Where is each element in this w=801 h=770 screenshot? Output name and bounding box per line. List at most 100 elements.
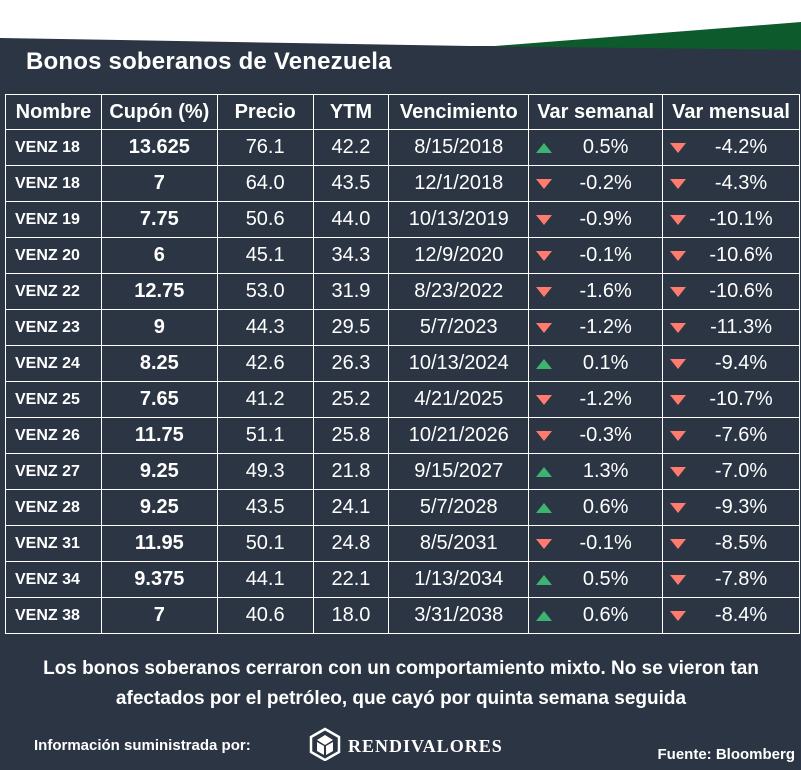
- triangle-down-icon: [663, 214, 693, 225]
- col-header-var-mensual: Var mensual: [662, 94, 800, 130]
- cell-maturity: 3/31/2038: [388, 597, 530, 634]
- cell-price: 44.3: [216, 309, 314, 346]
- triangle-down-icon: [529, 250, 559, 261]
- cell-name: VENZ 19: [5, 201, 102, 238]
- table-row: VENZ 34 9.375 44.1 22.1 1/13/2034 0.5% -7.8%: [5, 561, 800, 598]
- cell-weekly: 0.5%: [528, 561, 664, 598]
- triangle-down-icon: [663, 466, 693, 477]
- cell-price: 41.2: [216, 381, 314, 418]
- cell-ytm: 29.5: [312, 309, 390, 346]
- summary-note-line-1: Los bonos soberanos cerraron con un comp…: [43, 658, 759, 679]
- cell-coupon: 8.25: [100, 345, 218, 382]
- cell-name: VENZ 25: [5, 381, 102, 418]
- triangle-down-icon: [663, 178, 693, 189]
- triangle-down-icon: [529, 178, 559, 189]
- cell-monthly: -8.4%: [662, 597, 800, 634]
- cell-monthly: -8.5%: [662, 525, 800, 562]
- monthly-value: -4.3%: [714, 172, 768, 194]
- cell-coupon: 13.625: [100, 129, 218, 166]
- triangle-down-icon: [529, 286, 559, 297]
- monthly-value: -7.6%: [714, 424, 768, 446]
- cell-price: 49.3: [216, 453, 314, 490]
- cell-name: VENZ 18: [5, 129, 102, 166]
- table-body: VENZ 18 13.625 76.1 42.2 8/15/2018 0.5% -4.2% V…: [5, 129, 800, 634]
- monthly-value: -8.5%: [714, 532, 768, 554]
- cell-weekly: 0.5%: [528, 129, 664, 166]
- cell-ytm: 24.8: [312, 525, 390, 562]
- page-title: Bonos soberanos de Venezuela: [26, 48, 392, 75]
- cell-monthly: -10.6%: [662, 237, 800, 274]
- cell-ytm: 25.2: [312, 381, 390, 418]
- cell-monthly: -4.2%: [662, 129, 800, 166]
- table-row: VENZ 23 9 44.3 29.5 5/7/2023 -1.2% -11.3%: [5, 309, 800, 346]
- triangle-down-icon: [663, 394, 693, 405]
- cell-name: VENZ 27: [5, 453, 102, 490]
- cell-coupon: 7.75: [100, 201, 218, 238]
- provided-by-label: Información suministrada por:: [34, 737, 251, 754]
- cell-maturity: 4/21/2025: [388, 381, 530, 418]
- cell-price: 50.6: [216, 201, 314, 238]
- cell-ytm: 44.0: [312, 201, 390, 238]
- cell-weekly: 0.6%: [528, 597, 664, 634]
- cell-coupon: 9.25: [100, 453, 218, 490]
- triangle-down-icon: [529, 394, 559, 405]
- monthly-value: -9.3%: [714, 496, 768, 518]
- weekly-value: 0.6%: [582, 604, 629, 626]
- triangle-down-icon: [663, 250, 693, 261]
- cell-monthly: -9.4%: [662, 345, 800, 382]
- cell-maturity: 1/13/2034: [388, 561, 530, 598]
- monthly-value: -10.7%: [709, 388, 773, 410]
- triangle-down-icon: [663, 430, 693, 441]
- triangle-down-icon: [529, 214, 559, 225]
- cell-price: 45.1: [216, 237, 314, 274]
- cell-weekly: 0.6%: [528, 489, 664, 526]
- cell-weekly: -1.2%: [528, 381, 664, 418]
- cell-price: 40.6: [216, 597, 314, 634]
- weekly-value: 0.5%: [582, 568, 629, 590]
- weekly-value: 0.5%: [582, 136, 629, 158]
- table-row: VENZ 18 13.625 76.1 42.2 8/15/2018 0.5% -4.2%: [5, 129, 800, 166]
- cell-weekly: -0.1%: [528, 525, 664, 562]
- cell-monthly: -7.8%: [662, 561, 800, 598]
- cell-name: VENZ 24: [5, 345, 102, 382]
- triangle-down-icon: [663, 502, 693, 513]
- cell-ytm: 25.8: [312, 417, 390, 454]
- triangle-up-icon: [529, 466, 559, 477]
- cell-ytm: 26.3: [312, 345, 390, 382]
- cell-maturity: 10/13/2019: [388, 201, 530, 238]
- table-row: VENZ 26 11.75 51.1 25.8 10/21/2026 -0.3% -7.6%: [5, 417, 800, 454]
- weekly-value: -1.6%: [579, 280, 632, 302]
- cell-price: 76.1: [216, 129, 314, 166]
- triangle-up-icon: [529, 358, 559, 369]
- table-row: VENZ 19 7.75 50.6 44.0 10/13/2019 -0.9% -10.1%: [5, 201, 800, 238]
- weekly-value: -0.9%: [579, 208, 632, 230]
- cell-maturity: 12/1/2018: [388, 165, 530, 202]
- triangle-down-icon: [529, 322, 559, 333]
- triangle-down-icon: [529, 538, 559, 549]
- cell-coupon: 12.75: [100, 273, 218, 310]
- cell-monthly: -10.6%: [662, 273, 800, 310]
- cell-price: 64.0: [216, 165, 314, 202]
- cell-price: 44.1: [216, 561, 314, 598]
- cell-maturity: 8/23/2022: [388, 273, 530, 310]
- monthly-value: -7.0%: [714, 460, 768, 482]
- col-header-nombre: Nombre: [5, 94, 102, 130]
- monthly-value: -10.1%: [709, 208, 773, 230]
- cell-coupon: 7.65: [100, 381, 218, 418]
- cell-monthly: -10.1%: [662, 201, 800, 238]
- cell-coupon: 6: [100, 237, 218, 274]
- monthly-value: -10.6%: [709, 280, 773, 302]
- table-header-row: Nombre Cupón (%) Precio YTM Vencimiento …: [5, 94, 800, 130]
- cell-coupon: 7: [100, 165, 218, 202]
- cell-ytm: 21.8: [312, 453, 390, 490]
- cell-maturity: 12/9/2020: [388, 237, 530, 274]
- cell-price: 43.5: [216, 489, 314, 526]
- col-header-vencimiento: Vencimiento: [388, 94, 530, 130]
- weekly-value: -1.2%: [579, 388, 632, 410]
- table-row: VENZ 31 11.95 50.1 24.8 8/5/2031 -0.1% -8.5%: [5, 525, 800, 562]
- cell-price: 53.0: [216, 273, 314, 310]
- cell-weekly: -0.3%: [528, 417, 664, 454]
- table-row: VENZ 25 7.65 41.2 25.2 4/21/2025 -1.2% -10.7%: [5, 381, 800, 418]
- triangle-up-icon: [529, 502, 559, 513]
